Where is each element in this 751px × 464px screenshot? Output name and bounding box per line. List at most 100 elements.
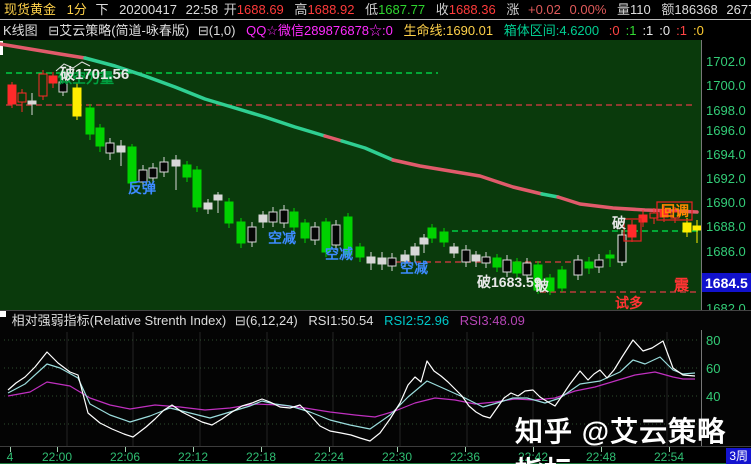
price-axis-label: 1682.0 [706, 301, 746, 310]
current-price-marker [702, 273, 751, 292]
chart-annotation: 破1701.56 [60, 65, 129, 83]
rsi2-value: RSI2:52.96 [384, 313, 450, 328]
high-label: 高 [294, 2, 308, 17]
candle [512, 261, 522, 274]
candle [148, 167, 158, 179]
collapse-icon[interactable]: ⊟ [197, 23, 209, 38]
direction-label: 下 [95, 2, 109, 17]
rsi-canvas[interactable]: 80 60 40 [0, 330, 751, 446]
candle [72, 87, 82, 117]
collapse-icon[interactable]: ⊟ [48, 23, 60, 38]
price-axis-label: 1696.0 [706, 123, 746, 138]
candle [247, 226, 257, 243]
chart-annotation: 破 [612, 215, 626, 231]
candle [224, 201, 234, 224]
price-axis-label: 1692.0 [706, 171, 746, 186]
time-tick [57, 447, 58, 452]
candle [192, 169, 202, 208]
contact-info: QQ☆微信289876878☆:0 [246, 23, 393, 38]
signal-flags: :0:1:1:0:1:0 [603, 23, 704, 38]
time-label: 22:36 [449, 450, 481, 464]
candle [300, 222, 310, 239]
time-label: 22:00 [41, 450, 73, 464]
rsi-axis-label: 80 [706, 333, 720, 348]
high-value: 1688.92 [307, 2, 355, 17]
zigzag-marker [55, 61, 91, 72]
candle [268, 211, 278, 223]
amount-extra: 267718 [726, 2, 751, 17]
time-label: 22:12 [177, 450, 209, 464]
time-label: 22:30 [381, 450, 413, 464]
chart-annotation: 破 [535, 278, 549, 294]
signal-flag: :1 [625, 23, 637, 38]
candle [692, 225, 702, 231]
candlestick-canvas[interactable]: 做空力量破1701.56反弹空减空减空减破1683.59破破回调震试多1702.… [0, 40, 751, 310]
candle [7, 84, 17, 105]
candle [105, 142, 115, 154]
rsi1-value: RSI1:50.54 [308, 313, 374, 328]
indicator-params: (1,0) [208, 23, 236, 38]
period-selector[interactable]: 3周 [726, 448, 751, 464]
candle [522, 262, 532, 276]
candle [116, 145, 126, 153]
indicator-bar: K线图 ⊟艾云策略(简道-咏春版) ⊟(1,0) QQ☆微信289876878☆… [0, 19, 751, 40]
candle [649, 212, 659, 219]
collapse-icon[interactable]: ⊟ [234, 313, 246, 328]
signal-box [656, 201, 693, 221]
lifeline-ma [556, 195, 699, 214]
candle [545, 277, 555, 292]
change-label: 涨 [506, 2, 520, 17]
candle [343, 216, 353, 256]
time-tick [193, 447, 194, 452]
candle [27, 100, 37, 105]
period-label[interactable]: 1分 [66, 2, 87, 17]
box-range-value: 箱体区间:4.6200 [503, 23, 600, 38]
candle [258, 214, 268, 223]
lifeline-ma [391, 158, 544, 196]
rsi-params: (6,12,24) [245, 313, 298, 328]
time-tick [261, 447, 262, 452]
candle [410, 246, 420, 256]
current-price-label: 1684.5 [705, 275, 748, 291]
price-axis-label: 1686.0 [706, 244, 746, 259]
price-axis-label: 1700.0 [706, 78, 746, 93]
candle [387, 257, 397, 267]
chart-background [0, 40, 701, 310]
candle [38, 73, 48, 97]
low-label: 低 [365, 2, 379, 17]
panel-resize-handle[interactable] [0, 311, 6, 317]
candle [584, 261, 594, 269]
amount-value: 186368 [674, 2, 718, 17]
rsi3-value: RSI3:48.09 [459, 313, 525, 328]
candle [213, 194, 223, 201]
candle [659, 209, 669, 218]
time-label: 22:18 [245, 450, 277, 464]
rsi-chart[interactable]: 80 60 40 [0, 330, 751, 446]
candlestick-chart[interactable]: 做空力量 破1701.56 反弹 空减 空减 空减 破1683.59 破破回调震试多 1702.… [0, 40, 751, 310]
chart-annotation: 做空力量 [57, 70, 114, 86]
time-label: 4 [6, 450, 14, 464]
candle [682, 222, 692, 233]
candle [17, 92, 27, 103]
chart-type-label[interactable]: K线图 [3, 23, 38, 38]
close-value: 1688.36 [448, 2, 496, 17]
chart-annotation: 试多 [615, 295, 643, 310]
lifeline-value: 生命线:1690.01 [403, 23, 494, 38]
quote-date: 20200417 [119, 2, 177, 17]
low-value: 1687.77 [378, 2, 426, 17]
candle [310, 226, 320, 241]
indicator-name: 艾云策略(简道-咏春版) [59, 23, 190, 38]
candle [321, 221, 331, 253]
time-label: 22:48 [585, 450, 617, 464]
time-tick [601, 447, 602, 452]
volume-label: 量 [617, 2, 631, 17]
rsi-line-rsi1 [7, 339, 696, 442]
chart-annotation: 破1683.59 [477, 274, 542, 290]
candle [481, 256, 491, 264]
rsi-axis-label: 60 [706, 361, 720, 376]
chart-annotation: 反弹 [128, 180, 156, 196]
candle [58, 81, 68, 93]
time-tick [329, 447, 330, 452]
signal-flag: :1 [642, 23, 654, 38]
